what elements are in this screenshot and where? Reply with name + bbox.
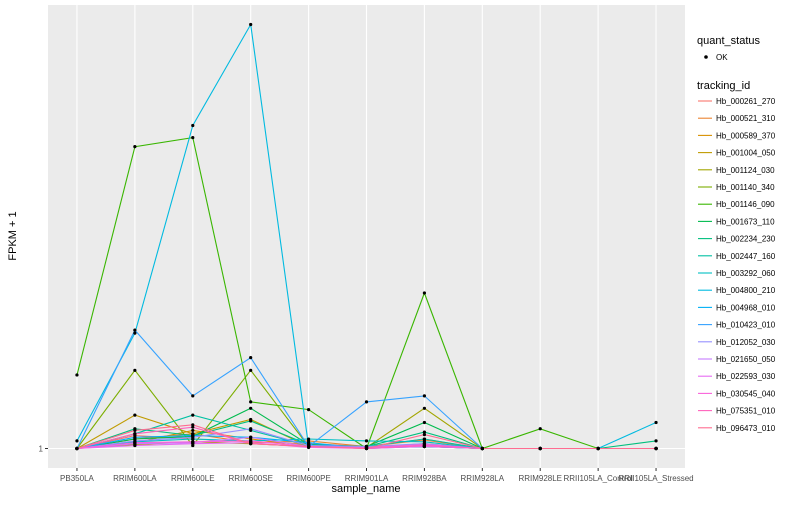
- y-tick-label: 1: [39, 444, 44, 453]
- axis-layer: 1 PB350LA RRIM600LA RRIM600LE RRIM600SE RRIM6…: [39, 444, 694, 483]
- grid-layer: [48, 5, 685, 468]
- data-point: [191, 425, 195, 429]
- legend-series-title: tracking_id: [697, 80, 750, 92]
- legend-status-label: OK: [716, 53, 728, 62]
- legend-label: Hb_012052_030: [716, 338, 776, 347]
- data-point: [133, 443, 137, 448]
- data-point: [538, 427, 542, 431]
- legend-status-key: [704, 55, 708, 59]
- data-point: [133, 413, 137, 417]
- data-point: [249, 427, 253, 431]
- legend-label: Hb_001124_030: [716, 166, 775, 175]
- x-tick-label: RRII105LA_Stressed: [618, 474, 693, 483]
- data-point: [133, 435, 137, 439]
- points-layer: [75, 22, 658, 451]
- legend-label: Hb_075351_010: [716, 407, 776, 416]
- data-point: [654, 439, 658, 443]
- data-point: [422, 443, 427, 448]
- x-tick-label: RRIM600LE: [171, 474, 215, 483]
- data-point: [249, 439, 253, 443]
- legend-label: Hb_030545_040: [716, 389, 776, 398]
- data-point: [249, 442, 253, 446]
- data-point: [480, 446, 484, 451]
- data-point: [422, 420, 427, 425]
- data-point: [75, 446, 79, 451]
- x-tick-label: PB350LA: [60, 474, 94, 483]
- x-tick-label: RRIM901LA: [345, 474, 389, 483]
- data-point: [191, 423, 195, 427]
- data-point: [364, 446, 369, 451]
- data-point: [422, 430, 427, 434]
- data-point: [596, 446, 600, 451]
- data-point: [133, 368, 137, 372]
- data-point: [191, 123, 195, 128]
- data-point: [306, 444, 311, 449]
- legend-label: Hb_004800_210: [716, 286, 776, 295]
- data-point: [422, 291, 427, 295]
- legend-label: Hb_000589_370: [716, 131, 776, 140]
- data-point: [306, 441, 311, 445]
- data-point: [191, 428, 195, 433]
- legend-label: Hb_010423_010: [716, 321, 776, 330]
- legend-label: Hb_001140_340: [716, 183, 775, 192]
- data-point: [249, 400, 253, 404]
- x-tick-label: RRIM600PE: [286, 474, 330, 483]
- data-point: [422, 437, 427, 441]
- data-point: [422, 433, 427, 437]
- data-point: [249, 356, 253, 360]
- data-point: [191, 435, 195, 439]
- y-axis-title: FPKM + 1: [7, 211, 19, 260]
- data-point: [191, 440, 195, 444]
- legend-label: Hb_001673_110: [716, 217, 775, 226]
- x-tick-label: RRIM928LE: [518, 474, 562, 483]
- legend-label: Hb_003292_060: [716, 269, 776, 278]
- x-tick-label: RRIM928LA: [461, 474, 505, 483]
- x-tick-label: RRIM600LA: [113, 474, 157, 483]
- x-axis-title: sample_name: [331, 483, 400, 495]
- data-point: [75, 439, 79, 443]
- legend-label: Hb_004968_010: [716, 303, 776, 312]
- data-point: [249, 435, 253, 439]
- data-point: [249, 368, 253, 372]
- data-point: [422, 406, 427, 410]
- legend-label: Hb_002234_230: [716, 235, 776, 244]
- legend-label: Hb_002447_160: [716, 252, 776, 261]
- legend-status-title: quant_status: [697, 35, 760, 47]
- data-point: [75, 373, 79, 377]
- data-point: [133, 428, 137, 433]
- data-point: [133, 145, 137, 149]
- x-tick-label: RRII105LA_Control: [563, 474, 633, 483]
- data-point: [191, 413, 195, 417]
- data-point: [306, 437, 311, 441]
- legend-label: Hb_021650_050: [716, 355, 776, 364]
- legend-label: Hb_022593_030: [716, 372, 776, 381]
- legend-label: Hb_001004_050: [716, 149, 776, 158]
- data-point: [249, 419, 253, 423]
- data-point: [538, 446, 542, 451]
- legend-label: Hb_001146_090: [716, 200, 775, 209]
- data-point: [364, 400, 369, 404]
- data-point: [191, 394, 195, 398]
- data-point: [249, 22, 253, 27]
- legend: quant_status tracking_id OK Hb_000261_270…: [697, 35, 776, 433]
- data-point: [364, 439, 369, 443]
- legend-label: Hb_000521_310: [716, 114, 776, 123]
- data-point: [191, 136, 195, 140]
- x-tick-label: RRIM928BA: [402, 474, 447, 483]
- data-point: [133, 441, 137, 445]
- legend-label: Hb_096473_010: [716, 424, 776, 433]
- data-point: [654, 420, 658, 425]
- data-point: [306, 408, 311, 412]
- data-point: [133, 331, 137, 335]
- legend-label: Hb_000261_270: [716, 97, 776, 106]
- data-point: [133, 328, 137, 332]
- x-tick-label: RRIM600SE: [228, 474, 272, 483]
- data-point: [654, 446, 658, 451]
- data-point: [133, 432, 137, 436]
- data-point: [422, 394, 427, 398]
- data-point: [249, 406, 253, 410]
